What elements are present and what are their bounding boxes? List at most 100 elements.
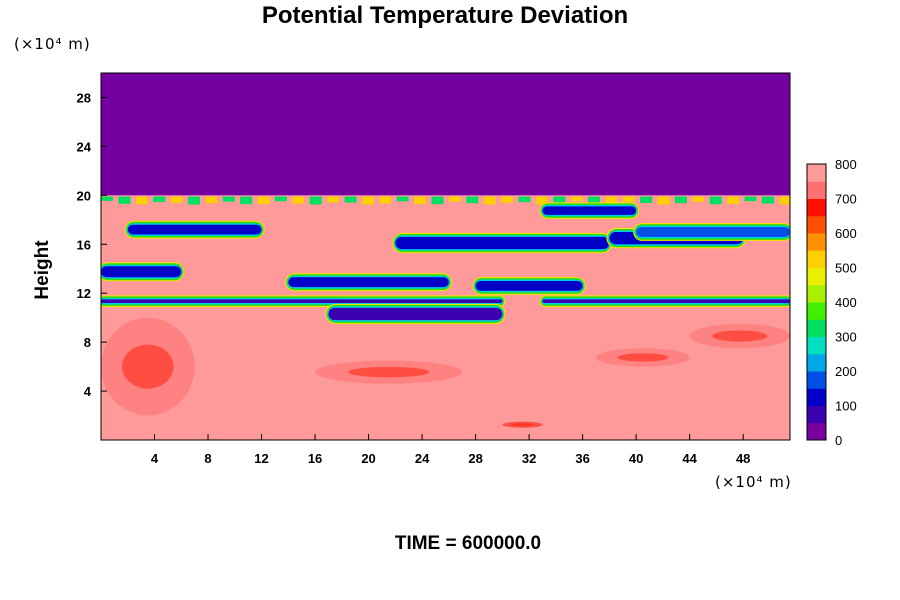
fringe-cell (466, 196, 479, 204)
y-tick-label: 24 (77, 139, 92, 154)
cold-band (328, 307, 503, 321)
colorbar-swatch (807, 388, 826, 406)
fringe-cell (379, 196, 392, 204)
fringe-cell (274, 196, 287, 202)
colorbar-ticks: 0 100 200 300 400 500 600 700 800 (835, 157, 857, 448)
fringe-cell (744, 196, 757, 202)
colorbar (806, 163, 827, 441)
y-tick-label: 12 (77, 286, 91, 301)
fringe-cell (361, 196, 374, 205)
fringe-cell (205, 196, 218, 204)
cold-band (101, 266, 182, 278)
boundary-fringe (101, 196, 790, 205)
fringe-cell (170, 196, 183, 203)
fringe-cell (727, 196, 740, 204)
fringe-cell (222, 196, 235, 202)
colorbar-tick-label: 300 (835, 330, 857, 345)
fringe-cell (692, 196, 705, 202)
colorbar-swatch (807, 319, 826, 337)
chart-title: Potential Temperature Deviation (262, 2, 628, 29)
time-label: TIME = 600000.0 (395, 533, 541, 554)
cold-band (636, 227, 790, 237)
y-axis-ticks: 4 8 12 16 20 24 28 (77, 90, 107, 399)
fringe-cell (570, 196, 583, 201)
x-tick-label: 12 (254, 451, 268, 466)
colorbar-swatch (807, 233, 826, 251)
colorbar-tick-label: 500 (835, 261, 857, 276)
colorbar-tick-label: 800 (835, 157, 857, 172)
colorbar-swatch (807, 353, 826, 372)
colorbar-swatch (807, 164, 826, 182)
cold-band (288, 277, 449, 288)
cold-band (395, 236, 610, 250)
x-tick-label: 28 (468, 451, 482, 466)
colorbar-swatch (807, 250, 826, 268)
colorbar-frame (806, 163, 827, 441)
fringe-cell (431, 196, 444, 205)
x-tick-label: 36 (575, 451, 589, 466)
fringe-cell (448, 196, 461, 202)
cold-band (101, 299, 503, 303)
fringe-cell (779, 196, 790, 205)
fringe-cell (640, 196, 653, 203)
fringe-cell (605, 196, 618, 205)
y-tick-label: 28 (77, 90, 91, 105)
colorbar-swatch (807, 267, 826, 286)
plot-area (101, 73, 790, 440)
colorbar-swatch (807, 215, 826, 234)
x-tick-label: 16 (308, 451, 322, 466)
fringe-cell (518, 196, 531, 203)
x-axis-unit: (×10⁴ m) (715, 473, 792, 491)
colorbar-swatch (807, 181, 826, 199)
fringe-cell (622, 196, 635, 203)
colorbar-swatch (807, 198, 826, 217)
warm-feature-core (511, 423, 534, 427)
fringe-cell (257, 196, 270, 205)
colorbar-tick-label: 100 (835, 399, 857, 414)
warm-feature-core (122, 344, 174, 389)
fringe-cell (118, 196, 131, 204)
y-tick-label: 4 (84, 384, 92, 399)
colorbar-swatch (807, 336, 826, 355)
colorbar-tick-label: 400 (835, 295, 857, 310)
x-tick-label: 40 (629, 451, 643, 466)
fringe-cell (396, 196, 409, 202)
colorbar-swatch (807, 371, 826, 389)
x-tick-label: 24 (415, 451, 430, 466)
colorbar-tick-label: 600 (835, 226, 857, 241)
fringe-cell (327, 196, 340, 203)
cold-band (127, 224, 262, 235)
fringe-cell (240, 196, 253, 205)
fringe-cell (587, 196, 601, 204)
fringe-cell (674, 196, 687, 204)
cold-band (542, 206, 637, 215)
fringe-cell (761, 196, 774, 204)
fringe-cell (535, 196, 548, 205)
x-tick-label: 48 (736, 451, 750, 466)
fringe-cell (483, 196, 496, 205)
fringe-cell (709, 196, 722, 205)
y-tick-label: 16 (77, 237, 91, 252)
fringe-cell (344, 196, 357, 203)
fringe-cell (292, 196, 305, 204)
y-axis-label: Height (32, 240, 53, 300)
upper-cold-region (101, 73, 790, 196)
x-tick-label: 20 (361, 451, 375, 466)
warm-feature-core (348, 366, 430, 378)
fringe-cell (309, 196, 322, 205)
y-axis-unit: (×10⁴ m) (14, 35, 91, 53)
x-tick-label: 8 (204, 451, 211, 466)
fringe-cell (501, 196, 514, 203)
warm-feature-core (712, 330, 768, 342)
y-tick-label: 20 (77, 188, 91, 203)
colorbar-swatch (807, 284, 826, 303)
fringe-cell (101, 196, 114, 201)
x-tick-label: 44 (682, 451, 697, 466)
fringe-cell (553, 196, 566, 204)
x-axis-ticks: 4 8 12 16 20 24 28 32 36 40 44 48 (151, 434, 750, 466)
fringe-cell (657, 196, 670, 205)
colorbar-tick-label: 200 (835, 364, 857, 379)
x-tick-label: 32 (522, 451, 536, 466)
cold-band (475, 280, 583, 291)
